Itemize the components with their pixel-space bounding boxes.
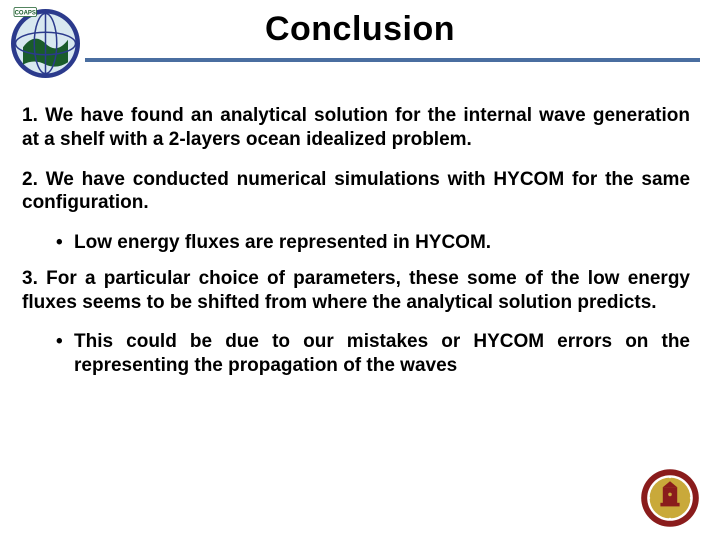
coaps-logo: COAPS: [8, 6, 83, 81]
seal-icon: [640, 468, 700, 528]
bullet-icon: •: [56, 330, 74, 354]
globe-icon: COAPS: [8, 6, 83, 81]
item-number: 1.: [22, 105, 38, 126]
slide-title: Conclusion: [0, 0, 720, 49]
sub-text: This could be due to our mistakes or HYC…: [74, 331, 690, 376]
sub-item: •This could be due to our mistakes or HY…: [22, 330, 690, 378]
item-text: For a particular choice of parameters, t…: [22, 268, 690, 313]
item-number: 3.: [22, 268, 38, 289]
item-number: 2.: [22, 169, 38, 190]
svg-text:COAPS: COAPS: [15, 10, 36, 16]
title-underline: [85, 58, 700, 62]
list-item: 2. We have conducted numerical simulatio…: [22, 168, 690, 216]
list-item: 1. We have found an analytical solution …: [22, 104, 690, 152]
bullet-icon: •: [56, 231, 74, 255]
item-text: We have found an analytical solution for…: [22, 105, 690, 150]
slide-content: 1. We have found an analytical solution …: [0, 70, 720, 378]
list-item: 3. For a particular choice of parameters…: [22, 267, 690, 315]
sub-text: Low energy fluxes are represented in HYC…: [74, 232, 491, 253]
item-text: We have conducted numerical simulations …: [22, 169, 690, 214]
sub-item: •Low energy fluxes are represented in HY…: [22, 231, 690, 255]
fsu-seal: [640, 468, 700, 528]
slide-header: COAPS Conclusion: [0, 0, 720, 70]
